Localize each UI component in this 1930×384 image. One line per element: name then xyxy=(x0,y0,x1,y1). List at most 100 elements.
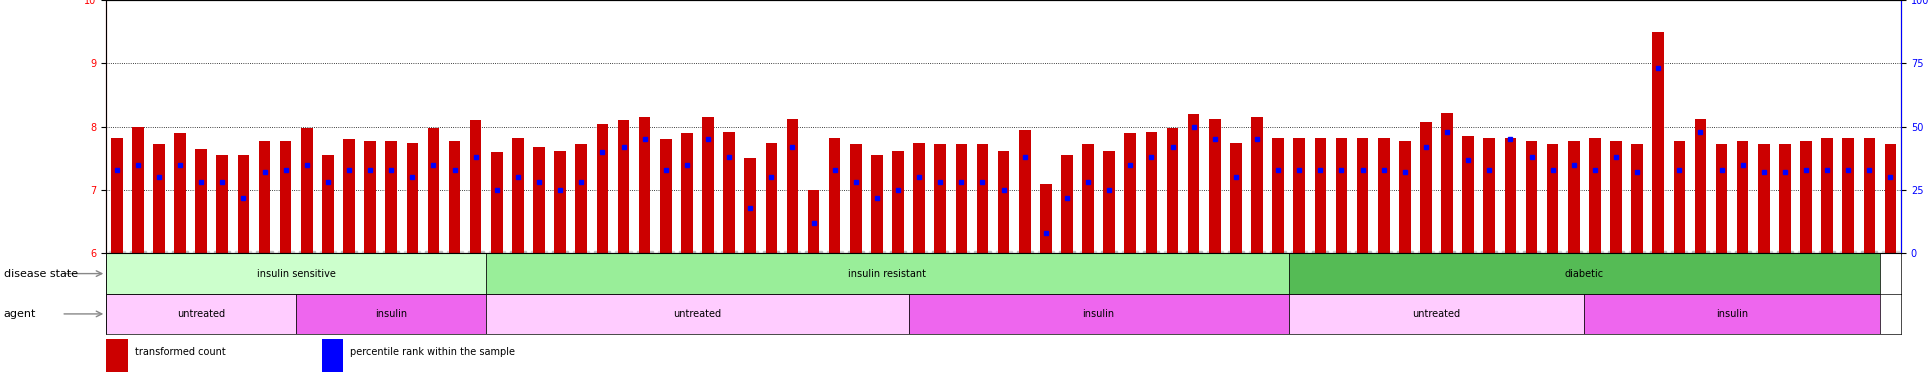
Bar xyxy=(1610,141,1621,253)
Bar xyxy=(1062,155,1073,253)
Bar xyxy=(195,149,207,253)
Bar xyxy=(1779,144,1791,253)
Bar xyxy=(1314,138,1326,253)
Bar xyxy=(681,133,693,253)
Bar xyxy=(870,155,882,253)
Text: untreated: untreated xyxy=(178,309,226,319)
Bar xyxy=(1631,144,1642,253)
Bar xyxy=(766,142,778,253)
Bar xyxy=(1208,119,1220,253)
Bar xyxy=(344,139,355,253)
Text: insulin: insulin xyxy=(1716,309,1749,319)
Text: untreated: untreated xyxy=(674,309,722,319)
Bar xyxy=(1758,144,1770,253)
Text: insulin sensitive: insulin sensitive xyxy=(257,268,336,279)
Bar xyxy=(745,159,757,253)
Bar xyxy=(892,151,903,253)
Bar xyxy=(1336,138,1347,253)
Bar xyxy=(554,151,565,253)
Bar xyxy=(703,117,714,253)
Text: insulin resistant: insulin resistant xyxy=(849,268,926,279)
Bar xyxy=(511,138,523,253)
Bar xyxy=(386,141,398,253)
Bar xyxy=(1716,144,1727,253)
Bar xyxy=(322,339,344,372)
Bar xyxy=(1737,141,1749,253)
Bar xyxy=(106,253,486,294)
Text: transformed count: transformed count xyxy=(135,346,226,357)
Bar xyxy=(301,128,313,253)
Bar xyxy=(787,119,799,253)
Bar xyxy=(428,128,440,253)
Bar xyxy=(1546,144,1558,253)
Bar xyxy=(322,155,334,253)
Text: percentile rank within the sample: percentile rank within the sample xyxy=(349,346,515,357)
Bar xyxy=(469,121,481,253)
Bar xyxy=(1125,133,1137,253)
Text: diabetic: diabetic xyxy=(1565,268,1604,279)
Bar xyxy=(490,152,502,253)
Bar xyxy=(1378,138,1390,253)
Bar xyxy=(1567,141,1579,253)
Bar xyxy=(174,133,185,253)
Bar xyxy=(259,141,270,253)
Bar xyxy=(1420,122,1432,253)
Bar xyxy=(1104,151,1116,253)
Text: untreated: untreated xyxy=(1413,309,1461,319)
Bar xyxy=(849,144,861,253)
Bar xyxy=(110,138,122,253)
Bar xyxy=(934,144,946,253)
Bar xyxy=(1463,136,1475,253)
Bar xyxy=(1083,144,1094,253)
Bar xyxy=(1527,141,1538,253)
Bar xyxy=(724,132,735,253)
Bar xyxy=(407,142,419,253)
Bar xyxy=(1442,113,1453,253)
Bar xyxy=(1801,141,1812,253)
Bar xyxy=(486,253,1289,294)
Bar xyxy=(828,138,840,253)
Bar xyxy=(955,144,967,253)
Text: agent: agent xyxy=(4,309,37,319)
Bar xyxy=(450,141,461,253)
Bar xyxy=(131,127,143,253)
Bar xyxy=(365,141,376,253)
Bar xyxy=(1293,138,1305,253)
Bar xyxy=(1146,132,1158,253)
Bar xyxy=(913,142,924,253)
Text: disease state: disease state xyxy=(4,268,77,279)
Bar xyxy=(1652,32,1664,253)
Bar xyxy=(106,339,127,372)
Bar xyxy=(1251,117,1262,253)
Bar xyxy=(1019,130,1031,253)
Bar xyxy=(1040,184,1052,253)
Bar xyxy=(575,144,587,253)
Bar xyxy=(106,294,295,334)
Bar xyxy=(1289,294,1585,334)
Bar xyxy=(1357,138,1368,253)
Bar xyxy=(1168,128,1179,253)
Bar xyxy=(295,294,486,334)
Bar xyxy=(1864,138,1876,253)
Bar xyxy=(909,294,1289,334)
Bar xyxy=(809,190,820,253)
Bar xyxy=(1588,138,1600,253)
Bar xyxy=(1886,144,1897,253)
Text: insulin: insulin xyxy=(374,309,407,319)
Bar xyxy=(618,121,629,253)
Bar xyxy=(596,124,608,253)
Bar xyxy=(237,155,249,253)
Bar xyxy=(1505,138,1517,253)
Bar xyxy=(280,141,291,253)
Bar xyxy=(1229,142,1241,253)
Bar xyxy=(1484,138,1496,253)
Bar xyxy=(152,144,164,253)
Bar xyxy=(1289,253,1880,294)
Bar xyxy=(1187,114,1199,253)
Bar xyxy=(1843,138,1855,253)
Bar xyxy=(1585,294,1880,334)
Bar xyxy=(660,139,672,253)
Bar xyxy=(486,294,909,334)
Bar xyxy=(639,117,650,253)
Bar xyxy=(1695,119,1706,253)
